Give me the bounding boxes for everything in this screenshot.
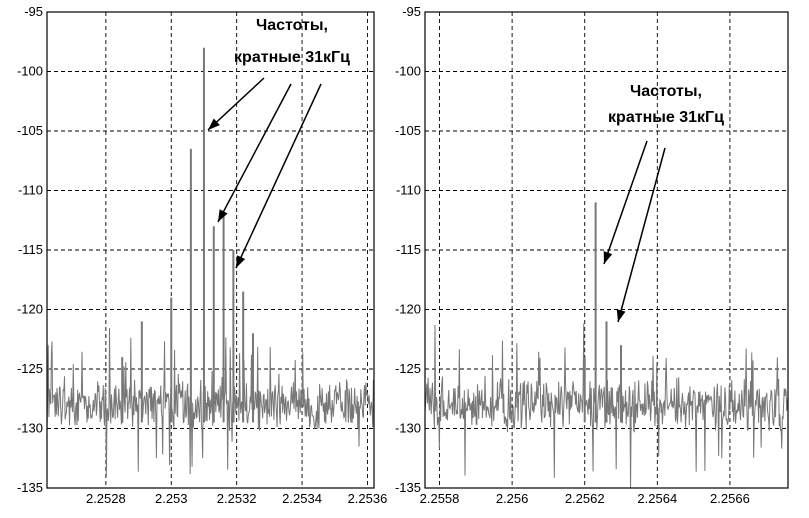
y-tick-label: -105 <box>17 123 43 138</box>
x-tick-label: 2.2558 <box>420 491 460 506</box>
y-tick-label: -120 <box>395 302 421 317</box>
y-tick-label: -125 <box>17 361 43 376</box>
y-tick-label: -110 <box>396 183 421 198</box>
annotation-arrowhead <box>236 255 246 268</box>
y-tick-label: -95 <box>24 4 43 19</box>
y-tick-label: -105 <box>395 123 421 138</box>
x-tick-label: 2.253 <box>155 491 188 506</box>
y-tick-label: -125 <box>395 361 421 376</box>
annotation-line-1: Частоты, <box>630 83 702 100</box>
annotation-arrow <box>217 83 292 223</box>
annotation-line-1: Частоты, <box>256 17 328 34</box>
x-tick-label: 2.2566 <box>710 491 750 506</box>
x-tick-label: 2.2528 <box>86 491 126 506</box>
y-tick-label: -135 <box>17 480 43 495</box>
y-tick-label: -135 <box>395 480 421 495</box>
annotation-arrow <box>617 147 666 323</box>
x-tick-label: 2.2562 <box>565 491 605 506</box>
y-tick-label: -100 <box>17 64 43 79</box>
noise-trace <box>47 328 374 477</box>
y-tick-label: -115 <box>396 242 421 257</box>
annotation-line-2: кратные 31кГц <box>234 49 350 66</box>
y-tick-label: -110 <box>18 183 43 198</box>
annotation-arrowhead <box>218 209 228 222</box>
y-tick-label: -120 <box>17 302 43 317</box>
x-tick-label: 2.2532 <box>217 491 257 506</box>
annotation-arrow <box>603 140 648 265</box>
y-tick-label: -100 <box>395 64 421 79</box>
annotation-line-2: кратные 31кГц <box>608 109 724 126</box>
left-spectrum-panel: -95 -100 -105 -110 -115 -120 -125 -130 -135 2.252… <box>17 4 387 506</box>
x-tick-label: 2.2534 <box>282 491 322 506</box>
x-tick-label: 2.2536 <box>348 491 388 506</box>
y-tick-label: -95 <box>402 4 421 19</box>
x-tick-label: 2.2564 <box>637 491 677 506</box>
y-tick-label: -130 <box>395 421 421 436</box>
annotation-arrow <box>207 77 265 131</box>
right-spectrum-panel: -95 -100 -105 -110 -115 -120 -125 -130 -1352.255… <box>395 4 789 506</box>
y-tick-label: -130 <box>17 421 43 436</box>
annotation-arrowhead <box>208 118 220 130</box>
y-tick-label: -115 <box>18 242 43 257</box>
annotation-arrowhead <box>603 251 613 264</box>
plot-frame <box>424 11 789 489</box>
x-tick-label: 2.256 <box>496 491 529 506</box>
plot-frame <box>46 11 375 489</box>
annotation-arrow <box>235 83 322 269</box>
annotation-arrowhead <box>616 309 626 322</box>
